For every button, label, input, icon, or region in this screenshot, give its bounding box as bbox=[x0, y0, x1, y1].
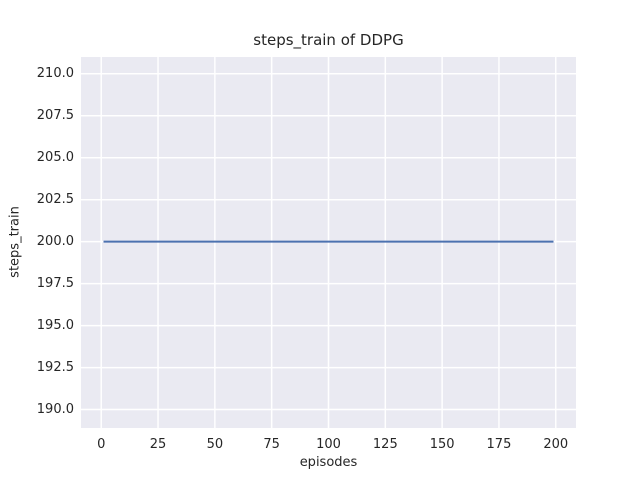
x-tick-label: 100 bbox=[316, 437, 341, 452]
x-tick-label: 200 bbox=[543, 437, 569, 452]
x-tick-label: 0 bbox=[97, 437, 106, 452]
x-axis-label: episodes bbox=[299, 455, 358, 470]
chart-title: steps_train of DDPG bbox=[253, 31, 404, 49]
y-tick-label: 205.0 bbox=[36, 150, 74, 166]
x-tick-label: 25 bbox=[149, 437, 167, 452]
x-tick-label: 150 bbox=[429, 437, 455, 452]
y-tick-label: 190.0 bbox=[36, 402, 74, 418]
y-tick-label: 210.0 bbox=[36, 66, 74, 82]
x-tick-label: 50 bbox=[206, 437, 224, 452]
plot-area bbox=[81, 57, 576, 428]
y-tick-label: 207.5 bbox=[36, 108, 74, 124]
x-tick-label: 75 bbox=[263, 437, 280, 452]
y-tick-label: 202.5 bbox=[36, 192, 74, 208]
y-tick-label: 195.0 bbox=[36, 318, 74, 334]
x-tick-label: 175 bbox=[486, 437, 512, 452]
y-tick-label: 197.5 bbox=[36, 276, 74, 292]
y-tick-label: 200.0 bbox=[36, 234, 74, 250]
y-tick-label: 192.5 bbox=[36, 360, 74, 376]
line-chart-canvas bbox=[81, 57, 576, 428]
x-tick-label: 125 bbox=[372, 437, 398, 452]
